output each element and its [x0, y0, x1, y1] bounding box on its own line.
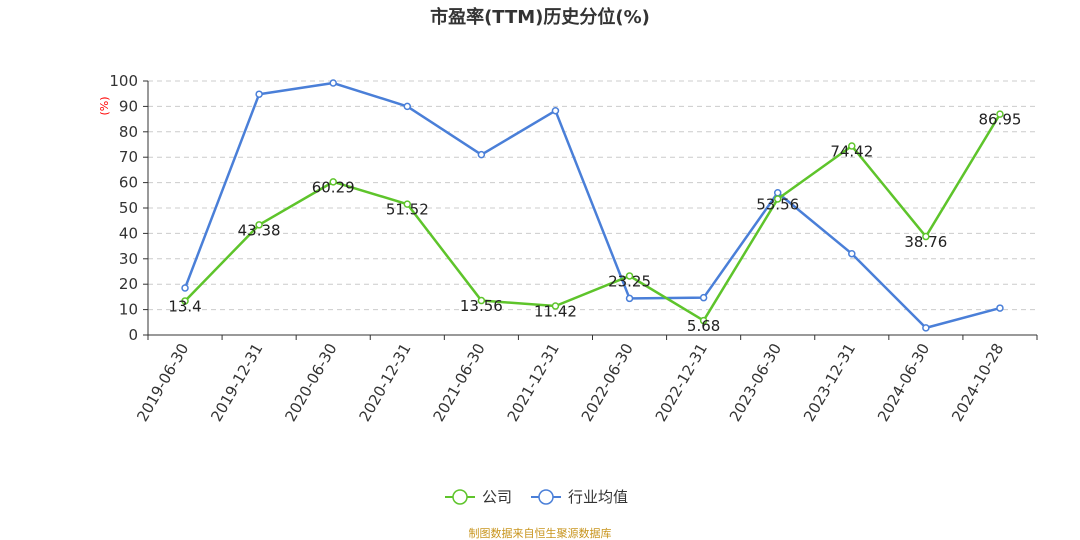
legend-item-1[interactable]: 行业均值: [531, 488, 628, 506]
legend-label: 公司: [482, 488, 512, 506]
y-tick-label: 50: [119, 199, 138, 217]
data-label: 23.25: [608, 272, 651, 290]
series-0-point[interactable]: [477, 296, 486, 305]
series-0-point[interactable]: [403, 200, 412, 208]
series-0-point[interactable]: [255, 221, 263, 229]
chart-title: 市盈率(TTM)历史分位(%): [430, 6, 650, 28]
data-label: 5.68: [687, 317, 720, 335]
y-tick-label: 30: [119, 250, 138, 268]
x-tick-label: 2019-12-31: [207, 340, 266, 425]
x-tick-label: 2021-12-31: [504, 340, 563, 425]
series-1-point[interactable]: [625, 294, 634, 303]
series-0-point[interactable]: [625, 272, 634, 280]
data-label: 53.56: [756, 195, 799, 213]
data-labels: 13.4 43.38 60.29 51.52 13.56 11.42 23.25 5.68 53…: [168, 111, 1021, 335]
source-note: 制图数据来自恒生聚源数据库: [469, 526, 612, 540]
data-label: 11.42: [534, 302, 577, 320]
series-layer: [181, 79, 1004, 332]
series-0-point[interactable]: [329, 178, 337, 186]
x-tick-label: 2021-06-30: [430, 340, 489, 425]
series-0-point[interactable]: [922, 232, 930, 241]
series-1-point[interactable]: [996, 304, 1004, 312]
series-1-point[interactable]: [551, 106, 560, 115]
series-0-point[interactable]: [773, 195, 782, 203]
series-line-0: [184, 113, 1002, 322]
y-axis-unit-label: (%): [98, 96, 111, 115]
series-1-point[interactable]: [699, 293, 708, 302]
series-1-point[interactable]: [477, 150, 486, 159]
legend-item-0[interactable]: 公司: [445, 488, 512, 506]
legend-marker-icon: [452, 489, 468, 505]
y-tick-label: 80: [119, 123, 138, 141]
series-1-point[interactable]: [329, 79, 337, 87]
series-1-point[interactable]: [922, 324, 930, 332]
y-tick-label: 90: [119, 97, 138, 115]
x-tick-label: 2020-06-30: [281, 340, 340, 425]
series-0-point[interactable]: [181, 297, 189, 305]
y-tick-label: 40: [119, 224, 138, 242]
series-1-point[interactable]: [403, 102, 412, 111]
y-tick-label: 70: [119, 148, 138, 166]
x-tick-label: 2024-10-28: [948, 340, 1007, 425]
legend-label: 行业均值: [568, 488, 628, 506]
grid-lines: [148, 80, 1037, 311]
x-tick-label: 2022-12-31: [652, 340, 711, 425]
data-label: 60.29: [312, 178, 355, 196]
series-1-point[interactable]: [255, 90, 263, 98]
x-tick-label: 2023-12-31: [800, 340, 859, 425]
series-1-point[interactable]: [181, 284, 189, 292]
y-tick-label: 0: [128, 326, 138, 344]
y-tick-label: 100: [109, 72, 138, 90]
x-tick-label: 2020-12-31: [355, 340, 414, 425]
data-label: 43.38: [238, 221, 281, 239]
x-tick-label: 2019-06-30: [133, 340, 192, 425]
series-1-point[interactable]: [848, 249, 856, 258]
x-tick-label: 2024-06-30: [874, 340, 933, 425]
x-tick-label: 2022-06-30: [578, 340, 637, 425]
y-tick-label: 10: [119, 301, 138, 319]
series-0-point[interactable]: [848, 142, 856, 150]
data-label: 51.52: [386, 201, 429, 219]
series-0-point[interactable]: [996, 110, 1004, 118]
data-label: 38.76: [904, 233, 947, 251]
data-label: 13.56: [460, 297, 503, 315]
data-label: 13.4: [168, 297, 201, 315]
legend[interactable]: 公司 行业均值: [445, 488, 628, 506]
legend-marker-icon: [538, 489, 554, 505]
series-0-point[interactable]: [699, 316, 708, 325]
y-tick-label: 20: [119, 275, 138, 293]
data-label: 86.95: [978, 111, 1021, 129]
y-tick-label: 60: [119, 174, 138, 192]
x-tick-label: 2023-06-30: [726, 340, 785, 425]
series-line-1: [183, 81, 1001, 330]
series-0-point[interactable]: [551, 302, 560, 310]
data-label: 74.42: [830, 142, 873, 160]
